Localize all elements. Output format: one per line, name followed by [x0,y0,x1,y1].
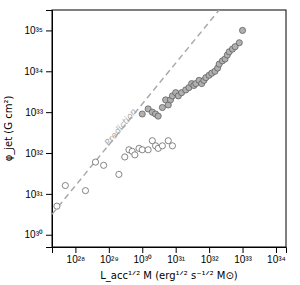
scatter-point [132,152,138,158]
x-axis-tick: 10³³ [234,247,252,265]
y-axis-tick: 10³⁰ [25,229,52,240]
x-axis-tick: 10²⁸ [67,247,86,265]
y-axis-tick-label: 10³² [25,148,43,159]
x-axis-tick-mark [176,247,177,253]
y-axis-tick-label: 10³⁰ [25,229,43,240]
x-axis: 10²⁸ 10²⁹ 10³⁰ 10³¹ 10³² 10³³ 10³⁴ [53,247,287,265]
scatter-point [54,203,60,209]
x-axis-title: L_acc¹ᐟ² M (erg¹ᐟ² s⁻¹ᐟ² M⊙) [100,270,238,282]
y-axis-tick-label: 10³⁵ [24,25,43,36]
scatter-point [116,171,122,177]
y-axis-tick-label: 10³¹ [25,189,43,200]
x-axis-tick-label: 10²⁸ [67,254,86,265]
x-axis-tick: 10²⁹ [100,247,119,265]
x-axis-tick-mark [243,247,244,253]
y-axis-tick-mark [46,194,52,195]
scatter-point [62,182,68,188]
y-axis-tick: 10³⁴ [24,66,52,77]
scatter-point [101,162,107,168]
scatter-point [82,188,88,194]
y-axis-tick-label: 10³⁴ [24,66,43,77]
line-label: Prediction [102,106,138,147]
y-axis-tick-mark [46,235,52,236]
y-axis: 10³⁰ 10³¹ 10³² 10³³ 10³⁴ 10³⁵ [24,11,52,248]
y-axis-tick-mark [46,112,52,113]
scatter-point [92,159,98,165]
x-axis-tick-label: 10³² [201,254,219,265]
x-axis-tick-mark [142,247,143,253]
x-axis-tick: 10³² [201,247,219,265]
scatter-point [155,113,161,119]
x-axis-tick-label: 10³⁴ [267,254,286,265]
prediction-line [52,10,219,214]
scatter-point [139,111,145,117]
x-axis-tick-label: 10²⁹ [100,254,119,265]
scatter-point [169,143,175,149]
y-axis-tick-label: 10³³ [25,107,43,118]
x-axis-tick-label: 10³⁰ [134,254,152,265]
x-axis-line [53,248,287,254]
x-axis-tick-mark [209,247,210,253]
y-axis-tick-mark [46,71,52,72]
scatter-point [145,147,151,153]
y-axis-tick: 10³³ [25,107,52,118]
chart-container: 10²⁸ 10²⁹ 10³⁰ 10³¹ 10³² 10³³ 10³⁴ 10³⁰ 10³¹ 10³²… [0,0,300,285]
x-axis-tick-mark [109,247,110,253]
scatter-point [236,40,242,46]
scatter-point [239,27,245,33]
scatter-point [159,104,165,110]
plot-frame [52,10,286,247]
x-axis-tick: 10³¹ [167,247,185,265]
x-axis-tick: 10³⁴ [267,247,286,265]
x-axis-tick-mark [276,247,277,253]
scatter-point [122,154,128,160]
y-axis-tick-mark [46,30,52,31]
y-axis-tick: 10³¹ [25,189,52,200]
y-axis-title: φ_jet (G cm²) [3,96,15,162]
y-axis-tick: 10³⁵ [24,25,52,36]
x-axis-tick-label: 10³³ [234,254,252,265]
scatter-point [139,147,145,153]
x-axis-tick-label: 10³¹ [167,254,185,265]
data-layer [52,10,246,214]
y-axis-line [46,11,53,248]
x-axis-tick: 10³⁰ [134,247,152,265]
scatter-point [159,143,165,149]
x-axis-tick-mark [75,247,76,253]
chart-svg: 10²⁸ 10²⁹ 10³⁰ 10³¹ 10³² 10³³ 10³⁴ 10³⁰ 10³¹ 10³²… [0,0,300,285]
y-axis-tick-mark [46,153,52,154]
y-axis-tick: 10³² [25,148,52,159]
plot-area: 10²⁸ 10²⁹ 10³⁰ 10³¹ 10³² 10³³ 10³⁴ 10³⁰ 10³¹ 10³²… [24,10,286,265]
